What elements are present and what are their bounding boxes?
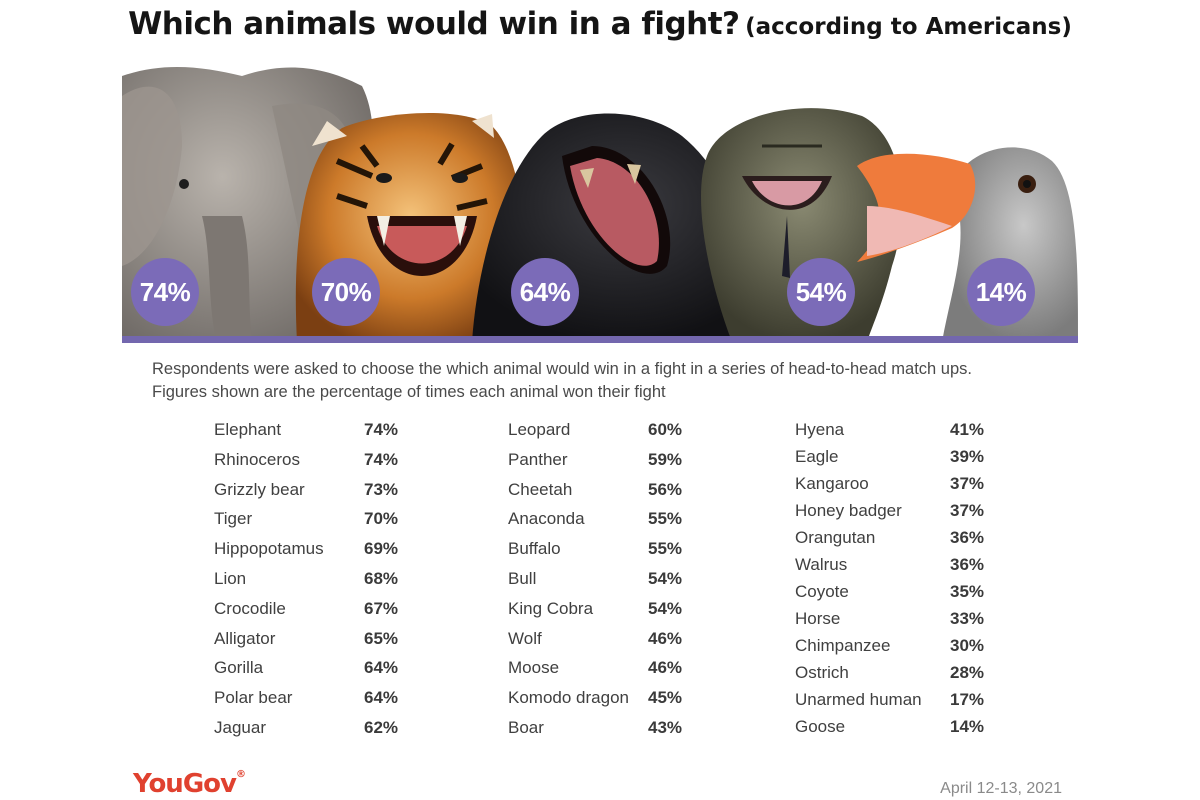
win-percentage: 56% [648,479,683,499]
win-percentage: 46% [648,658,683,678]
logo-registered-mark: ® [235,769,246,780]
win-percentage: 17% [950,690,985,709]
win-percentage: 43% [648,718,683,737]
animal-name: Chimpanzee [795,636,891,655]
win-percentage: 67% [364,598,399,618]
win-percentage: 39% [950,447,985,466]
yougov-logo: YouGov® [133,769,246,799]
animal-name: Goose [795,717,846,736]
win-percentage: 33% [950,609,985,628]
note-line-2: Figures shown are the percentage of time… [152,383,666,401]
win-percentage: 65% [364,628,399,648]
banner-baseline [122,336,1078,343]
win-percentage: 37% [950,501,985,520]
win-percentage: 60% [648,420,683,439]
pct-bubble-cobra: 54% [787,258,855,326]
survey-date: April 12-13, 2021 [940,780,1062,797]
methodology-note: Respondents were asked to choose the whi… [152,358,1072,404]
animal-name: Buffalo [508,539,561,559]
win-percentage: 73% [364,479,399,499]
animal-name: Panther [508,449,568,469]
animal-name: Jaguar [214,718,266,737]
animal-name: Walrus [795,555,848,574]
animal-name: Elephant [214,420,282,439]
win-percentage: 59% [648,449,683,469]
animal-name: Ostrich [795,663,849,682]
pct-bubble-goose: 14% [967,258,1035,326]
animal-name: King Cobra [508,598,594,618]
animal-name: Polar bear [214,688,293,708]
animal-name: Lion [214,569,247,588]
animal-name: Coyote [795,582,849,601]
win-percentage: 28% [950,663,985,682]
animal-name: Horse [795,609,841,628]
logo-text: YouGov [133,769,237,799]
win-percentage: 46% [648,628,683,648]
animal-name: Alligator [214,628,276,648]
animal-name: Wolf [508,628,542,648]
animal-name: Grizzly bear [214,479,305,499]
win-percentage: 35% [950,582,985,601]
win-percentage: 64% [364,688,399,708]
win-percentage: 45% [648,688,683,708]
win-percentage: 55% [648,509,683,529]
infographic-card: Which animals would win in a fight? (acc… [122,0,1078,800]
win-percentage: 36% [950,528,985,547]
win-percentage: 55% [648,539,683,559]
animal-name: Gorilla [214,658,264,678]
note-line-1: Respondents were asked to choose the whi… [152,360,972,378]
win-percentage: 74% [364,420,399,439]
win-percentage: 54% [648,569,683,588]
pct-bubble-tiger: 70% [312,258,380,326]
animal-name: Hyena [795,420,845,439]
pct-bubble-elephant: 74% [131,258,199,326]
win-percentage: 41% [950,420,985,439]
win-percentage: 37% [950,474,985,493]
win-percentage: 62% [364,718,399,737]
win-percentage: 70% [364,509,399,529]
animal-name: Unarmed human [795,690,922,709]
animal-name: Kangaroo [795,474,869,493]
win-percentage: 30% [950,636,985,655]
win-percentage: 68% [364,569,399,588]
win-percentage: 54% [648,598,683,618]
animal-name: Eagle [795,447,839,466]
animal-name: Moose [508,658,560,678]
win-percentage: 36% [950,555,985,574]
animal-name: Tiger [214,509,253,529]
title-sub: (according to Americans) [745,14,1072,40]
animal-name: Anaconda [508,509,585,529]
animal-name: Rhinoceros [214,449,300,469]
animal-name: Leopard [508,420,571,439]
animal-banner [122,66,1078,342]
chart-title: Which animals would win in a fight? (acc… [122,6,1078,42]
animal-name: Crocodile [214,598,286,618]
title-main: Which animals would win in a fight? [128,6,740,42]
animal-name: Bull [508,569,537,588]
pct-bubble-gorilla: 64% [511,258,579,326]
goose-image [857,147,1078,342]
win-percentage: 64% [364,658,399,678]
animal-name: Komodo dragon [508,688,629,708]
animal-name: Hippopotamus [214,539,324,559]
animal-name: Honey badger [795,501,902,520]
animal-name: Boar [508,718,544,737]
animal-name: Orangutan [795,528,876,547]
win-percentage: 14% [950,717,985,736]
win-percentage: 69% [364,539,399,559]
win-percentage: 74% [364,449,399,469]
animal-name: Cheetah [508,479,573,499]
